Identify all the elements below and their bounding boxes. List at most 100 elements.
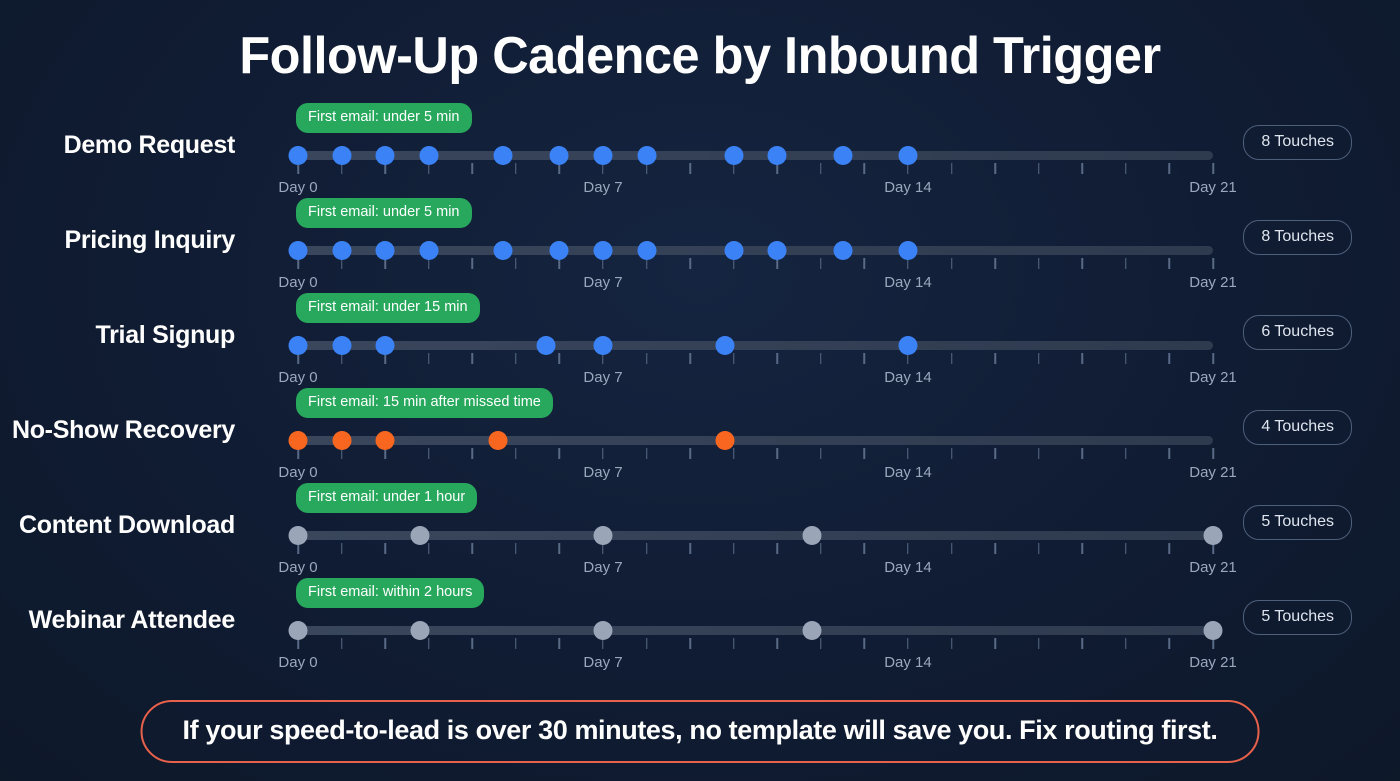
timeline: Day 0 Day 7 Day 14 Day 21 <box>278 331 1400 386</box>
touch-dot[interactable] <box>332 336 352 356</box>
axis-tick <box>1212 638 1214 650</box>
touch-dot[interactable] <box>488 431 508 451</box>
touch-dot[interactable] <box>593 146 613 166</box>
touch-dot[interactable] <box>288 336 308 356</box>
axis-tick <box>471 448 474 460</box>
axis-tick <box>384 543 386 555</box>
touch-dot[interactable] <box>332 241 352 261</box>
touch-dot[interactable] <box>593 336 613 356</box>
axis-tick <box>1037 258 1040 270</box>
touch-dot[interactable] <box>410 621 430 641</box>
cadence-row: Trial Signup First email: under 15 min 6 T… <box>0 293 1400 388</box>
touches-badge[interactable]: 8 Touches <box>1243 125 1352 161</box>
axis-tick <box>689 448 691 460</box>
axis-tick <box>384 448 386 460</box>
touch-dot[interactable] <box>332 146 352 166</box>
touch-dot[interactable] <box>593 526 613 546</box>
axis-tick <box>297 353 299 365</box>
touch-dot[interactable] <box>410 526 430 546</box>
cadence-row: Content Download First email: under 1 hou… <box>0 483 1400 578</box>
touch-dot[interactable] <box>1203 526 1223 546</box>
axis-tick <box>1212 543 1214 555</box>
touch-dot[interactable] <box>715 431 735 451</box>
touch-dot[interactable] <box>375 146 395 166</box>
touch-dot[interactable] <box>833 241 853 261</box>
touch-dot[interactable] <box>593 241 613 261</box>
touch-dot[interactable] <box>767 241 787 261</box>
axis-tick <box>950 353 953 365</box>
timeline-track-wrap: Day 0 Day 7 Day 14 Day 21 <box>278 241 1237 291</box>
cadence-row: Demo Request First email: under 5 min 8 To… <box>0 103 1400 198</box>
touch-dot[interactable] <box>767 146 787 166</box>
touches-badge[interactable]: 5 Touches <box>1243 505 1352 541</box>
touch-dot[interactable] <box>288 621 308 641</box>
axis-tick <box>471 353 474 365</box>
axis-tick <box>602 258 604 270</box>
axis-tick <box>471 258 474 270</box>
axis-tick <box>340 543 343 555</box>
touch-dot[interactable] <box>493 241 513 261</box>
axis-tick <box>863 163 866 175</box>
touch-dot[interactable] <box>1203 621 1223 641</box>
touch-dot[interactable] <box>549 241 569 261</box>
touch-dot[interactable] <box>419 146 439 166</box>
first-email-badge: First email: under 5 min <box>296 103 472 133</box>
timeline-track <box>298 626 1213 636</box>
timeline: Day 0 Day 7 Day 14 Day 21 <box>278 236 1400 291</box>
touches-badge[interactable]: 5 Touches <box>1243 600 1352 636</box>
axis-tick <box>1037 638 1040 650</box>
axis-tick <box>558 353 561 365</box>
touches-badge[interactable]: 6 Touches <box>1243 315 1352 351</box>
axis-tick <box>427 163 430 175</box>
axis-tick <box>645 448 648 460</box>
touch-dot[interactable] <box>493 146 513 166</box>
touch-dot[interactable] <box>724 241 744 261</box>
timeline: Day 0 Day 7 Day 14 Day 21 <box>278 521 1400 576</box>
axis-tick <box>471 638 474 650</box>
touch-dot[interactable] <box>549 146 569 166</box>
touch-dot[interactable] <box>715 336 735 356</box>
axis-day-label: Day 0 <box>278 274 318 292</box>
touch-dot[interactable] <box>593 621 613 641</box>
timeline-track <box>298 246 1213 256</box>
axis-tick <box>689 163 691 175</box>
touch-dot[interactable] <box>536 336 556 356</box>
axis-day-label: Day 7 <box>583 464 623 482</box>
touch-dot[interactable] <box>332 431 352 451</box>
axis-tick <box>427 638 430 650</box>
touch-dot[interactable] <box>288 146 308 166</box>
touch-dot[interactable] <box>898 146 918 166</box>
axis-tick <box>950 448 953 460</box>
timeline-track <box>298 151 1213 161</box>
touch-dot[interactable] <box>802 621 822 641</box>
touch-dot[interactable] <box>898 241 918 261</box>
page-title: Follow-Up Cadence by Inbound Trigger <box>239 27 1161 85</box>
axis-tick <box>602 353 604 365</box>
axis-tick <box>558 448 561 460</box>
row-label-pricing-inquiry: Pricing Inquiry <box>64 226 235 255</box>
touch-dot[interactable] <box>375 241 395 261</box>
axis-tick <box>732 353 735 365</box>
axis-day-label: Day 14 <box>884 654 932 672</box>
touches-badge[interactable]: 4 Touches <box>1243 410 1352 446</box>
axis-tick <box>1168 638 1171 650</box>
axis-day-label: Day 21 <box>1189 369 1237 387</box>
touch-dot[interactable] <box>833 146 853 166</box>
axis-tick <box>732 638 735 650</box>
touch-dot[interactable] <box>375 336 395 356</box>
axis-tick <box>1212 258 1214 270</box>
touch-dot[interactable] <box>288 241 308 261</box>
axis-tick <box>689 258 691 270</box>
touch-dot[interactable] <box>288 431 308 451</box>
axis-tick <box>994 543 996 555</box>
touch-dot[interactable] <box>637 146 657 166</box>
touch-dot[interactable] <box>724 146 744 166</box>
touches-badge[interactable]: 8 Touches <box>1243 220 1352 256</box>
axis-tick <box>427 258 430 270</box>
touch-dot[interactable] <box>802 526 822 546</box>
touch-dot[interactable] <box>288 526 308 546</box>
touch-dot[interactable] <box>898 336 918 356</box>
touch-dot[interactable] <box>637 241 657 261</box>
touch-dot[interactable] <box>375 431 395 451</box>
touch-dot[interactable] <box>419 241 439 261</box>
